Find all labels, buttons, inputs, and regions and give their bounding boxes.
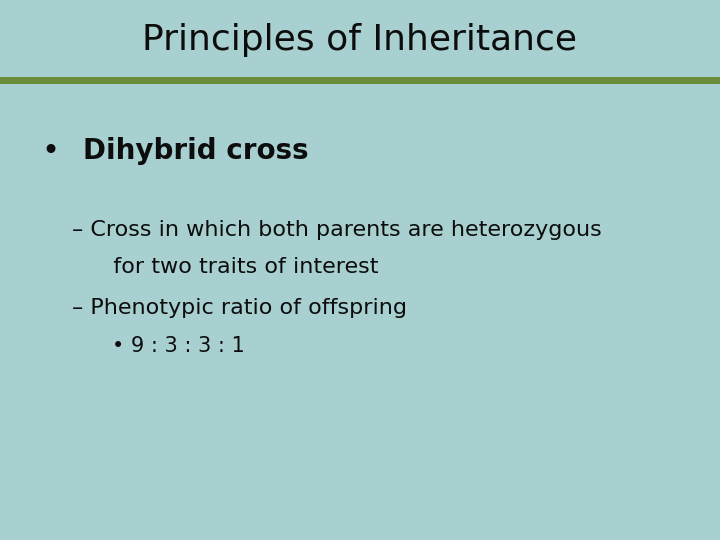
Text: • 9 : 3 : 3 : 1: • 9 : 3 : 3 : 1 — [112, 335, 244, 356]
Text: Dihybrid cross: Dihybrid cross — [83, 137, 308, 165]
Text: – Phenotypic ratio of offspring: – Phenotypic ratio of offspring — [72, 298, 407, 318]
Text: •: • — [41, 137, 60, 166]
Text: for two traits of interest: for two traits of interest — [92, 257, 379, 278]
Text: Principles of Inheritance: Principles of Inheritance — [143, 23, 577, 57]
Text: – Cross in which both parents are heterozygous: – Cross in which both parents are hetero… — [72, 219, 602, 240]
